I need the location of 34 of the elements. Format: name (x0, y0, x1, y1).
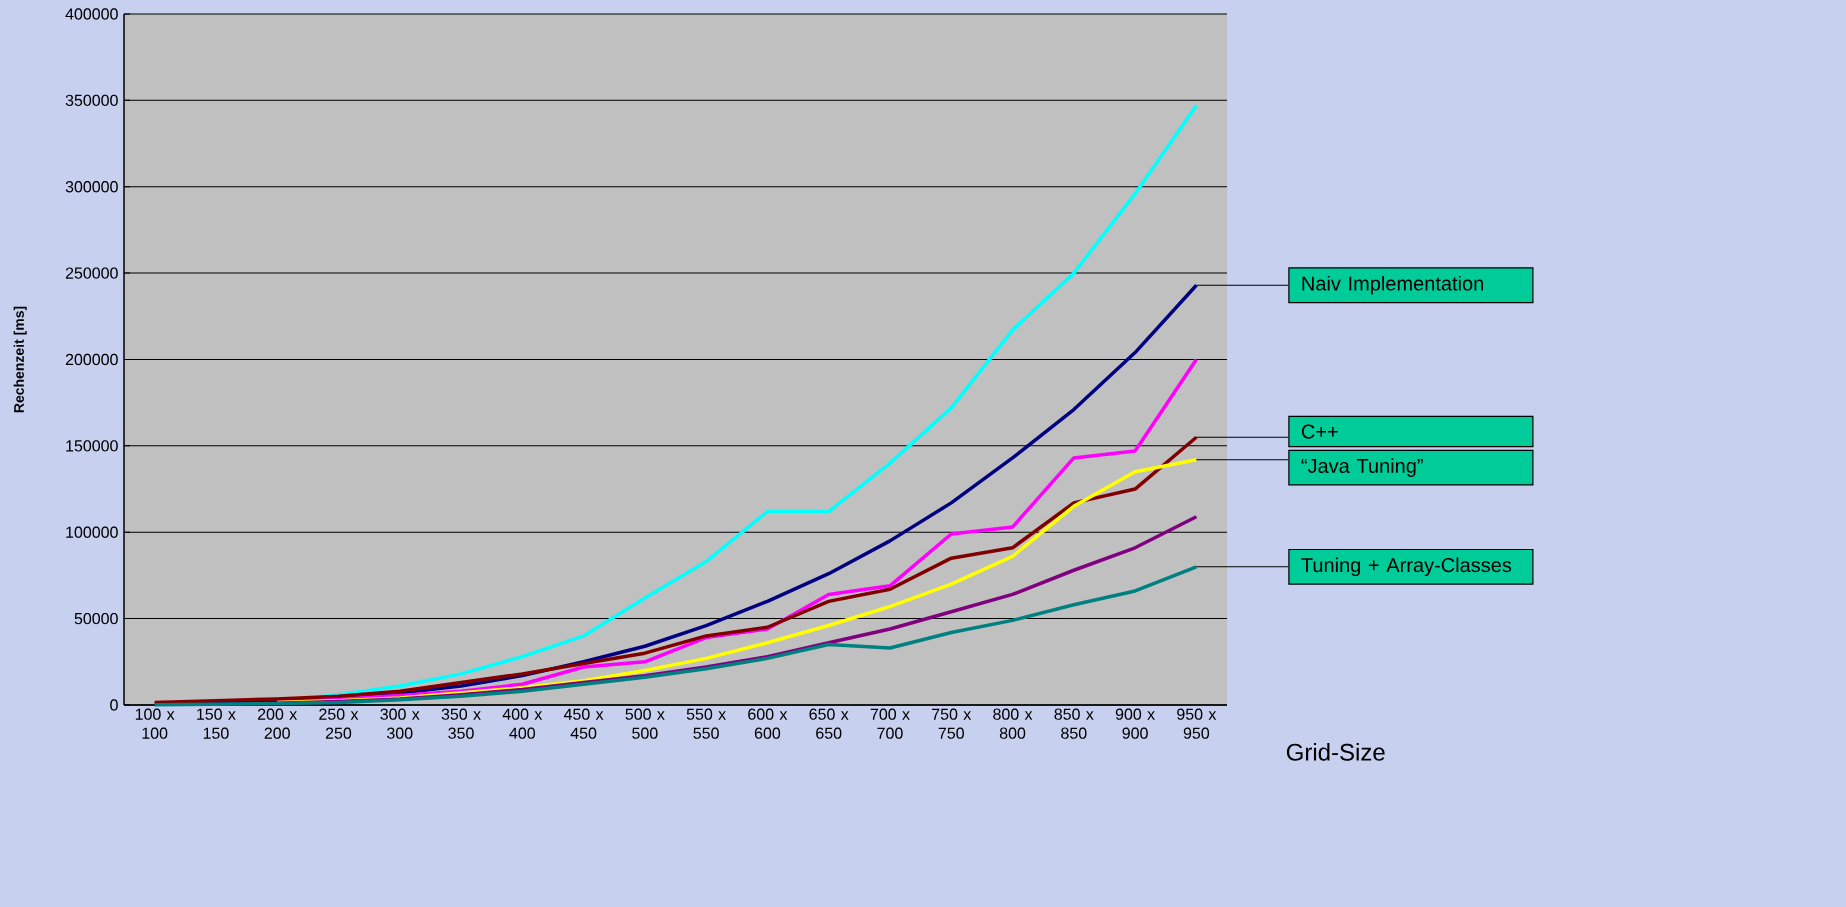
y-tick-label: 200000 (65, 353, 118, 366)
y-tick-label: 150000 (66, 440, 118, 452)
x-tick-label: 450 x 450 (563, 708, 604, 739)
x-tick-label: 250 x 250 (319, 708, 359, 739)
x-tick-label: 400 x 400 (502, 708, 543, 739)
y-tick-label: 50000 (74, 612, 118, 625)
x-tick-label: 950 x 950 (1177, 708, 1217, 739)
y-tick-label: 250000 (65, 267, 118, 279)
x-tick-label: 500 x 500 (625, 708, 665, 739)
x-tick-label: 550 x 550 (686, 708, 726, 739)
annotation: “Java Tuning” (1301, 458, 1423, 477)
y-tick-label: 100000 (66, 526, 118, 538)
annotation: Naiv Implementation (1302, 275, 1483, 295)
x-tick-label: 150 x 150 (197, 708, 236, 739)
x-tick-label: 700 x 700 (870, 708, 910, 739)
x-tick-label: 800 x 800 (993, 708, 1033, 739)
x-axis-title: Grid-Size (1286, 743, 1385, 761)
x-tick-label: 850 x 850 (1054, 708, 1094, 739)
x-tick-label: 650 x 650 (809, 708, 849, 739)
y-axis-title: Rechenzeit [ms] (13, 306, 27, 413)
x-tick-label: 350 x 350 (441, 708, 481, 739)
line-series (152, 565, 1199, 707)
x-tick-label: 200 x 200 (257, 708, 298, 739)
y-tick-label: 300000 (65, 181, 118, 193)
annotation: Tuning + Array-Classes (1301, 557, 1512, 577)
y-tick-label: 0 (110, 699, 118, 711)
x-tick-label: 100 x 100 (135, 708, 175, 739)
x-tick-label: 600 x 600 (748, 708, 788, 739)
x-tick-label: 300 x 300 (380, 708, 420, 739)
x-tick-label: 750 x 750 (932, 708, 972, 739)
x-tick-label: 900 x 900 (1115, 708, 1155, 739)
annotation: C++ (1301, 424, 1338, 439)
y-tick-label: 400000 (65, 8, 118, 20)
y-tick-label: 350000 (65, 94, 118, 107)
